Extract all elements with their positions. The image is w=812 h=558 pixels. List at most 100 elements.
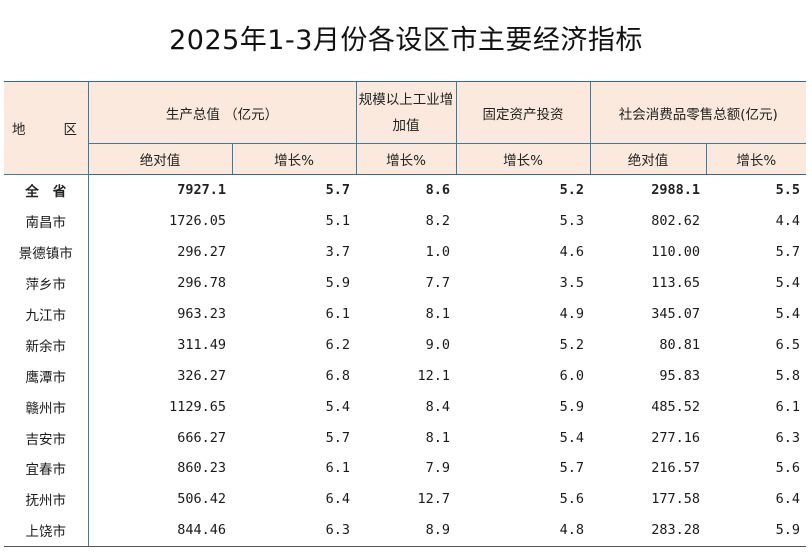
header-region-char-1: 地 xyxy=(12,122,26,138)
investment-growth-cell: 4.9 xyxy=(559,306,585,322)
retail-cell: 110.00 xyxy=(651,244,701,261)
table-row: 南昌市 1726.05 5.1 8.2 5.3 802.62 4.4 xyxy=(4,205,806,237)
investment-growth-cell: 4.8 xyxy=(456,514,591,547)
retail-cell: 216.57 xyxy=(651,460,701,477)
header-region-char-2: 区 xyxy=(63,122,78,138)
retail-growth-cell: 5.8 xyxy=(775,367,801,384)
gdp-cell: 296.27 xyxy=(177,244,226,261)
retail-cell: 283.28 xyxy=(590,514,707,547)
region-cell: 吉安市 xyxy=(4,422,89,454)
gdp-growth-cell: 6.1 xyxy=(325,460,351,477)
gdp-growth-cell: 5.7 xyxy=(325,182,351,199)
industry-growth-cell: 8.1 xyxy=(425,306,451,322)
page-title: 2025年1-3月份各设区市主要经济指标 xyxy=(169,25,643,56)
investment-growth-cell: 5.3 xyxy=(559,213,585,230)
region-cell: 南昌市 xyxy=(4,205,89,237)
retail-cell: 2988.1 xyxy=(651,182,701,199)
retail-growth-cell: 6.4 xyxy=(775,491,801,508)
retail-cell: 345.07 xyxy=(651,306,701,322)
industry-growth-cell: 8.1 xyxy=(425,429,451,446)
retail-cell: 277.16 xyxy=(651,429,701,446)
industry-growth-cell: 8.4 xyxy=(425,398,451,415)
header-investment-growth: 增长% xyxy=(456,143,591,175)
region-cell: 全省 xyxy=(4,174,89,206)
header-retail-abs: 绝对值 xyxy=(590,143,707,175)
table-body: 全省 7927.1 5.7 8.6 5.2 2988.1 5.5 南昌市 172… xyxy=(4,174,807,547)
header-region: 地区 xyxy=(4,81,89,175)
gdp-cell: 860.23 xyxy=(177,460,226,477)
industry-growth-cell: 12.1 xyxy=(417,367,451,384)
region-cell: 上饶市 xyxy=(4,514,89,547)
gdp-growth-cell: 5.1 xyxy=(325,213,351,230)
region-cell: 鹰潭市 xyxy=(4,360,89,392)
gdp-cell: 844.46 xyxy=(88,514,232,547)
industry-growth-cell: 9.0 xyxy=(425,336,451,353)
region-cell: 宜春市 xyxy=(4,453,89,484)
gdp-growth-cell: 3.7 xyxy=(325,244,351,261)
retail-growth-cell: 4.4 xyxy=(775,213,801,230)
gdp-growth-cell: 5.9 xyxy=(325,275,351,292)
table-row: 宜春市 860.23 6.1 7.9 5.7 216.57 5.6 xyxy=(4,453,806,484)
investment-growth-cell: 5.7 xyxy=(559,460,585,477)
investment-growth-cell: 5.2 xyxy=(559,182,585,199)
table-row: 新余市 311.49 6.2 9.0 5.2 80.81 6.5 xyxy=(4,329,806,361)
table-row: 赣州市 1129.65 5.4 8.4 5.9 485.52 6.1 xyxy=(4,391,806,423)
header-gdp-abs: 绝对值 xyxy=(88,143,233,175)
gdp-growth-cell: 6.8 xyxy=(325,367,351,384)
header-industry-growth: 增长% xyxy=(356,143,457,175)
gdp-growth-cell: 5.7 xyxy=(325,429,351,446)
table-row: 萍乡市 296.78 5.9 7.7 3.5 113.65 5.4 xyxy=(4,267,806,299)
gdp-cell: 7927.1 xyxy=(177,182,226,199)
retail-cell: 95.83 xyxy=(659,367,701,384)
table-row: 景德镇市 296.27 3.7 1.0 4.6 110.00 5.7 xyxy=(4,236,806,268)
region-cell: 景德镇市 xyxy=(4,236,89,268)
header-gdp: 生产总值 （亿元） xyxy=(88,81,357,144)
gdp-growth-cell: 6.3 xyxy=(232,514,357,547)
investment-growth-cell: 5.2 xyxy=(559,336,585,353)
investment-growth-cell: 6.0 xyxy=(559,367,585,384)
retail-cell: 802.62 xyxy=(651,213,701,230)
industry-growth-cell: 1.0 xyxy=(425,244,451,261)
gdp-growth-cell: 6.4 xyxy=(325,491,351,508)
retail-growth-cell: 5.4 xyxy=(775,306,801,322)
industry-growth-cell: 7.7 xyxy=(425,275,451,292)
region-cell: 新余市 xyxy=(4,329,89,361)
gdp-cell: 1129.65 xyxy=(169,398,226,415)
header-investment: 固定资产投资 xyxy=(456,81,591,144)
gdp-cell: 963.23 xyxy=(177,306,226,322)
economic-indicators-table: 地区 生产总值 （亿元） 规模以上工业增加值 固定资产投资 社会消费品零售总额(… xyxy=(4,81,807,547)
header-retail-growth: 增长% xyxy=(706,143,807,175)
retail-growth-cell: 6.5 xyxy=(775,336,801,353)
table-row: 全省 7927.1 5.7 8.6 5.2 2988.1 5.5 xyxy=(4,174,806,206)
retail-cell: 113.65 xyxy=(651,275,701,292)
gdp-growth-cell: 6.1 xyxy=(325,306,351,322)
gdp-cell: 326.27 xyxy=(177,367,226,384)
table-row: 鹰潭市 326.27 6.8 12.1 6.0 95.83 5.8 xyxy=(4,360,806,392)
retail-growth-cell: 5.4 xyxy=(775,275,801,292)
region-cell: 赣州市 xyxy=(4,391,89,423)
header-gdp-growth: 增长% xyxy=(232,143,357,175)
table-row: 抚州市 506.42 6.4 12.7 5.6 177.58 6.4 xyxy=(4,483,806,515)
table-row: 九江市 963.23 6.1 8.1 4.9 345.07 5.4 xyxy=(4,298,806,330)
retail-growth-cell: 5.5 xyxy=(775,182,801,199)
header-retail: 社会消费品零售总额(亿元) xyxy=(590,81,807,144)
retail-growth-cell: 6.1 xyxy=(775,398,801,415)
industry-growth-cell: 12.7 xyxy=(417,491,451,508)
header-industry: 规模以上工业增加值 xyxy=(356,81,457,144)
gdp-growth-cell: 5.4 xyxy=(325,398,351,415)
gdp-cell: 296.78 xyxy=(177,275,226,292)
gdp-cell: 666.27 xyxy=(177,429,226,446)
retail-growth-cell: 5.6 xyxy=(775,460,801,477)
gdp-cell: 1726.05 xyxy=(169,213,226,230)
region-cell: 抚州市 xyxy=(4,483,89,515)
table-row: 上饶市 844.46 6.3 8.9 4.8 283.28 5.9 xyxy=(4,514,807,547)
retail-growth-cell: 5.9 xyxy=(706,514,807,547)
investment-growth-cell: 4.6 xyxy=(559,244,585,261)
industry-growth-cell: 8.2 xyxy=(425,213,451,230)
investment-growth-cell: 5.9 xyxy=(559,398,585,415)
industry-growth-cell: 8.9 xyxy=(356,514,457,547)
industry-growth-cell: 8.6 xyxy=(425,182,451,199)
gdp-growth-cell: 6.2 xyxy=(325,336,351,353)
gdp-cell: 506.42 xyxy=(177,491,226,508)
investment-growth-cell: 3.5 xyxy=(559,275,585,292)
